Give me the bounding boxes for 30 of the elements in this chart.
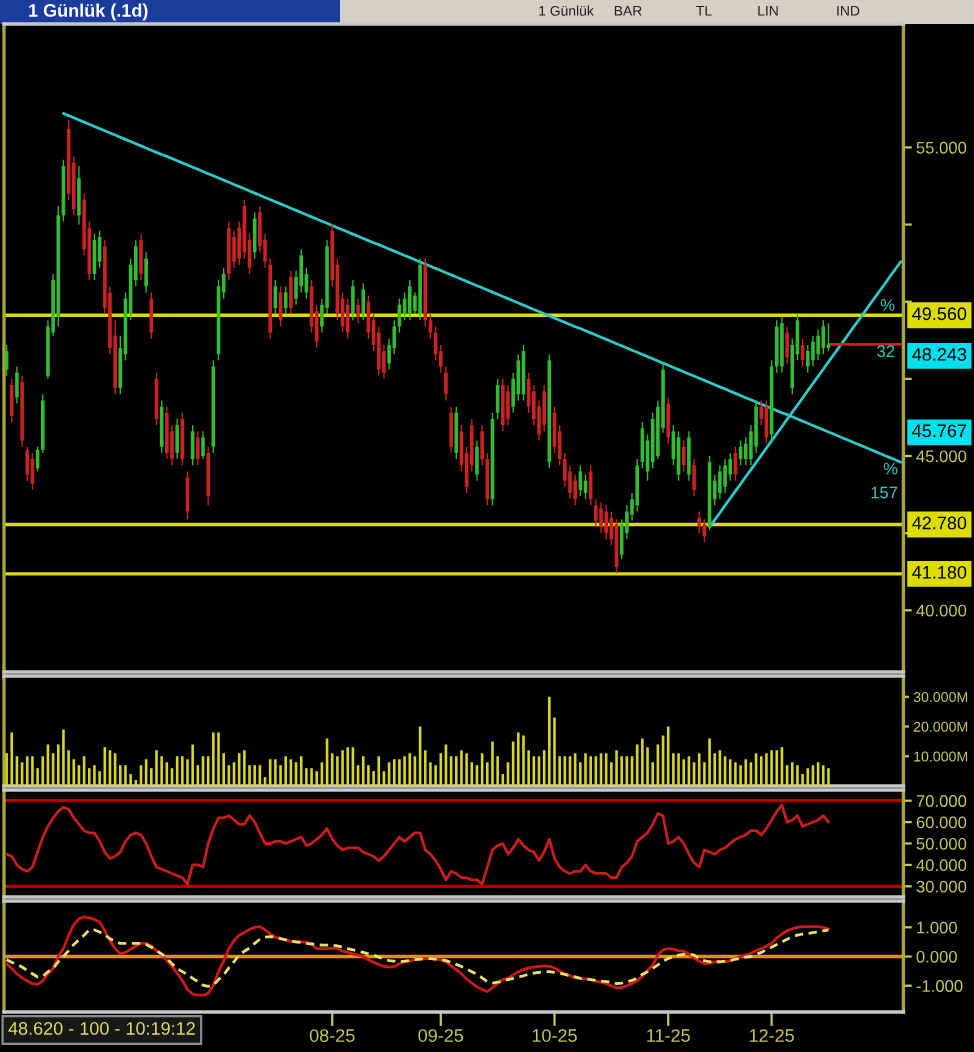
y-tick-label: 0.000 [916,950,957,963]
y-tick-label: 45.000 [916,450,967,463]
annotation: 32 [877,345,895,358]
line-series [5,915,830,997]
y-tick-label: 50.000 [916,837,967,850]
text: 48.620 - 100 - 10:19:12 [8,1022,195,1035]
y-tick-label: 40.000 [916,859,967,872]
ref-line-label: 49.560 [912,307,967,321]
y-tick-label: -1.000 [916,980,963,992]
y-tick-label: 70.000 [916,795,967,807]
y-tick-label: 55.000 [916,141,967,154]
chart-title: 1 Günlük (.1d) [29,3,148,21]
annotation: % [880,299,895,311]
x-tick-label: 08-25 [309,1029,355,1042]
y-tick-label: 40.000 [916,604,967,617]
annotation: 157 [871,486,898,499]
annotation: 45.767 [912,424,967,438]
line-series [5,803,830,886]
annotation: % [883,462,898,475]
y-tick-label: 30.000 [916,880,967,893]
ref-line-label: 41.180 [912,565,967,579]
y-tick-label: 60.000 [916,816,967,829]
x-tick-label: 11-25 [647,1029,690,1042]
annotation: 48.243 [912,347,967,361]
y-tick-label: 1.000 [917,921,957,934]
x-tick-label: 09-25 [418,1029,464,1042]
line-series [5,928,830,988]
ref-line-label: 42.780 [912,516,967,530]
x-tick-label: 12-25 [749,1029,794,1042]
x-tick-label: 10-25 [532,1029,577,1042]
